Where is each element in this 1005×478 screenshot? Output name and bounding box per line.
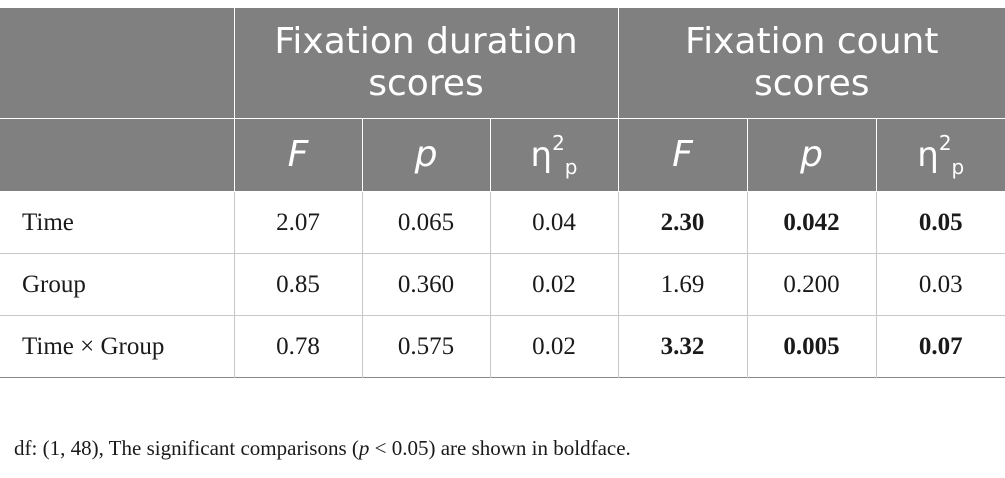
cell-fd-f: 0.78 — [233, 315, 362, 378]
subheader-fc-p: p — [746, 118, 876, 192]
footnote-prefix: df: (1, 48), The significant comparisons… — [14, 436, 359, 460]
cell-fd-f: 0.85 — [233, 253, 362, 316]
cell-fc-eta: 0.07 — [875, 315, 1005, 378]
row-label: Time — [22, 208, 74, 236]
table-row: Group 0.85 0.360 0.02 1.69 0.200 0.03 — [0, 253, 1005, 316]
cell-fd-p: 0.065 — [361, 191, 490, 254]
cell-fc-f: 1.69 — [617, 253, 747, 316]
subheader-fd-p: p — [361, 118, 490, 192]
cell-fc-eta: 0.03 — [875, 253, 1005, 316]
cell-fc-f: 2.30 — [617, 191, 747, 254]
header-fixation-duration: Fixation duration scores — [233, 8, 618, 119]
eta-superscript: 2 — [938, 131, 952, 155]
results-table: Fixation duration scores Fixation count … — [0, 8, 1005, 378]
eta-symbol: η — [530, 135, 553, 175]
table-row: Time 2.07 0.065 0.04 2.30 0.042 0.05 — [0, 191, 1005, 254]
table-footnote: df: (1, 48), The significant comparisons… — [14, 436, 631, 461]
eta-subscript: p — [564, 155, 578, 179]
cell-fd-eta: 0.02 — [489, 315, 618, 378]
subheader-fd-eta: η2p — [489, 118, 618, 192]
cell-fc-p: 0.042 — [746, 191, 876, 254]
cell-fd-eta: 0.02 — [489, 253, 618, 316]
row-label: Group — [22, 270, 86, 298]
subheader-fd-f: F — [233, 118, 362, 192]
subheader-empty-cell — [0, 118, 234, 192]
cell-fd-p: 0.575 — [361, 315, 490, 378]
table-header: Fixation duration scores Fixation count … — [0, 8, 1005, 192]
subheader-fc-eta: η2p — [875, 118, 1005, 192]
cell-fd-p: 0.360 — [361, 253, 490, 316]
eta-symbol: η — [917, 135, 939, 175]
cell-fd-eta: 0.04 — [489, 191, 618, 254]
cell-fc-f: 3.32 — [617, 315, 747, 378]
cell-fd-f: 2.07 — [233, 191, 362, 254]
eta-superscript: 2 — [552, 131, 565, 155]
footnote-p-symbol: p — [358, 436, 370, 460]
table-row: Time × Group 0.78 0.575 0.02 3.32 0.005 … — [0, 315, 1005, 378]
subheader-fc-f: F — [617, 118, 747, 192]
header-fixation-count: Fixation count scores — [617, 8, 1005, 119]
cell-fc-eta: 0.05 — [875, 191, 1005, 254]
row-label: Time × Group — [22, 332, 165, 360]
table-body: Time 2.07 0.065 0.04 2.30 0.042 0.05 Gro… — [0, 191, 1005, 378]
cell-fc-p: 0.005 — [746, 315, 876, 378]
cell-fc-p: 0.200 — [746, 253, 876, 316]
footnote-suffix: < 0.05) are shown in boldface. — [369, 436, 631, 460]
header-empty-cell — [0, 8, 234, 119]
eta-subscript: p — [951, 155, 965, 179]
